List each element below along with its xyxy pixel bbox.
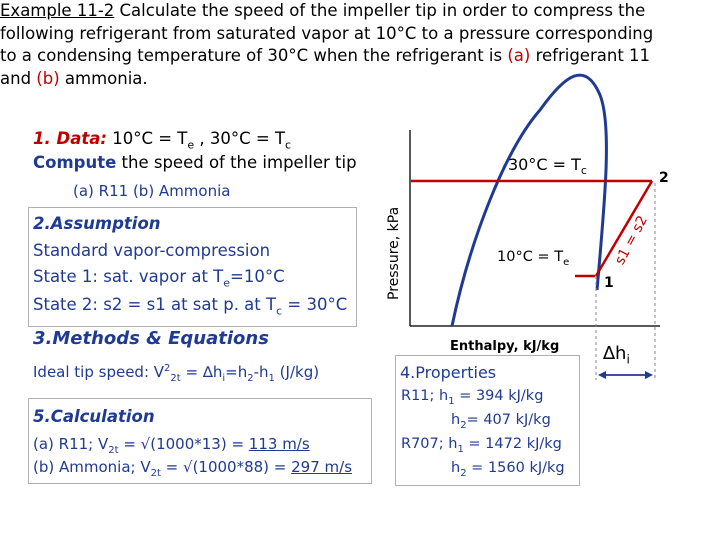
assumption-line-1: Standard vapor-compression xyxy=(33,241,271,260)
properties-heading: 4.Properties xyxy=(400,363,497,382)
state-2-label: 2 xyxy=(659,170,669,186)
r11-h2: h2= 407 kJ/kg xyxy=(451,412,551,431)
assumption-line-2: State 1: sat. vapor at Te=10°C xyxy=(33,267,285,290)
state-1-label: 1 xyxy=(604,275,614,291)
compression-line xyxy=(594,180,654,277)
example-label: Example 11-2 xyxy=(0,1,115,20)
cases-line: (a) R11 (b) Ammonia xyxy=(73,182,231,200)
r11-h1: R11; h1 = 394 kJ/kg xyxy=(401,388,544,407)
assumption-line-3: State 2: s2 = s1 at sat p. at Tc = 30°C xyxy=(33,295,348,318)
tip-speed-equation: Ideal tip speed: V22t = ∆hi=h2-h1 (J/kg) xyxy=(33,363,320,384)
x-axis-label: Enthalpy, kJ/kg xyxy=(450,339,560,354)
calculation-box xyxy=(28,398,372,484)
calculation-line-b: (b) Ammonia; V2t = √(1000*88) = 297 m/s xyxy=(33,458,353,479)
assumption-box xyxy=(28,207,357,327)
assumption-heading: 2.Assumption xyxy=(33,214,161,233)
compute-line: Compute the speed of the impeller tip xyxy=(33,153,357,172)
problem-statement: Example 11-2 Calculate the speed of the … xyxy=(0,1,654,88)
evaporating-temp-label: 10°C = Te xyxy=(497,249,570,268)
condensing-temp-label: 30°C = Tc xyxy=(508,155,587,178)
r707-h2: h2 = 1560 kJ/kg xyxy=(451,460,565,479)
calculation-line-a: (a) R11; V2t = √(1000*13) = 113 m/s xyxy=(33,435,310,456)
data-heading-line: 1. Data: 10°C = Te , 30°C = Tc xyxy=(33,129,292,152)
delta-h-label: ∆hi xyxy=(603,343,630,367)
calculation-heading: 5.Calculation xyxy=(33,407,155,426)
saturation-dome xyxy=(450,73,608,327)
properties-box xyxy=(395,355,580,486)
r707-h1: R707; h1 = 1472 kJ/kg xyxy=(401,436,562,455)
y-axis-label: Pressure, kPa xyxy=(386,206,402,300)
methods-heading: 3.Methods & Equations xyxy=(33,328,269,349)
